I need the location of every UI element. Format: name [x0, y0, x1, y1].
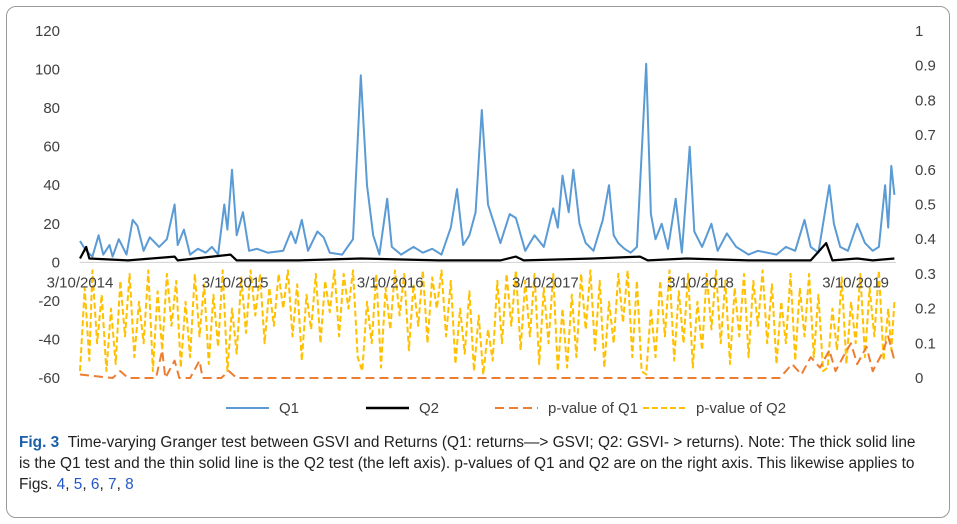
figure-ref-link[interactable]: 6 — [90, 476, 100, 493]
x-axis-tick-label: 3/10/2016 — [357, 274, 424, 291]
legend-label: p-value of Q1 — [548, 400, 638, 417]
right-axis-tick-label: 0.3 — [915, 266, 936, 283]
figure-ref-link[interactable]: 5 — [73, 476, 83, 493]
right-axis-tick-label: 1 — [915, 23, 923, 40]
left-axis-tick-label: -60 — [38, 370, 60, 387]
series-line-q2 — [79, 242, 895, 262]
x-axis-tick-label: 3/10/2019 — [822, 274, 889, 291]
legend-label: Q2 — [419, 400, 439, 417]
right-axis-tick-label: 0.7 — [915, 127, 936, 144]
right-axis-tick-label: 0.1 — [915, 335, 936, 352]
right-axis-tick-label: 0.8 — [915, 92, 936, 109]
series-line-p-value-of-q2 — [79, 269, 896, 376]
right-axis-tick-label: 0.6 — [915, 162, 936, 179]
left-axis-tick-label: 0 — [52, 254, 60, 271]
x-axis-tick-label: 3/10/2014 — [47, 274, 114, 291]
left-axis-tick-label: 100 — [35, 62, 60, 79]
right-axis-tick-label: 0.4 — [915, 231, 936, 248]
series-line-q1 — [79, 62, 896, 258]
caption-text: Time-varying Granger test between GSVI a… — [19, 434, 916, 493]
x-axis-tick-label: 3/10/2017 — [512, 274, 579, 291]
left-axis-tick-label: -40 — [38, 331, 60, 348]
figure-ref-link[interactable]: 8 — [125, 476, 134, 493]
left-axis-tick-label: 120 — [35, 23, 60, 40]
legend-label: p-value of Q2 — [696, 400, 786, 417]
figure-references: 4, 5, 6, 7, 8 — [56, 476, 134, 493]
right-axis-tick-label: 0.9 — [915, 58, 936, 75]
left-axis-tick-label: -20 — [38, 293, 60, 310]
right-axis-tick-label: 0.5 — [915, 197, 936, 214]
left-axis-tick-label: 40 — [43, 177, 60, 194]
series-line-p-value-of-q1 — [79, 335, 896, 379]
x-axis-tick-label: 3/10/2018 — [667, 274, 734, 291]
figure-caption: Fig. 3 Time-varying Granger test between… — [19, 432, 929, 495]
figure-ref-link[interactable]: 7 — [108, 476, 117, 493]
figure-label: Fig. 3 — [19, 434, 60, 451]
x-axis-tick-label: 3/10/2015 — [202, 274, 269, 291]
left-axis-tick-label: 60 — [43, 139, 60, 156]
figure-ref-link[interactable]: 4 — [56, 476, 66, 493]
left-axis-tick-label: 80 — [43, 100, 60, 117]
legend-label: Q1 — [279, 400, 299, 417]
chart: 120 100 80 60 40 20 0 -20 -40 -60 1 0.9 0.8 0.7 0.6 0.5… — [35, 23, 936, 417]
right-axis-tick-label: 0 — [915, 370, 923, 387]
left-axis-tick-label: 20 — [43, 216, 60, 233]
right-axis-tick-label: 0.2 — [915, 301, 936, 318]
